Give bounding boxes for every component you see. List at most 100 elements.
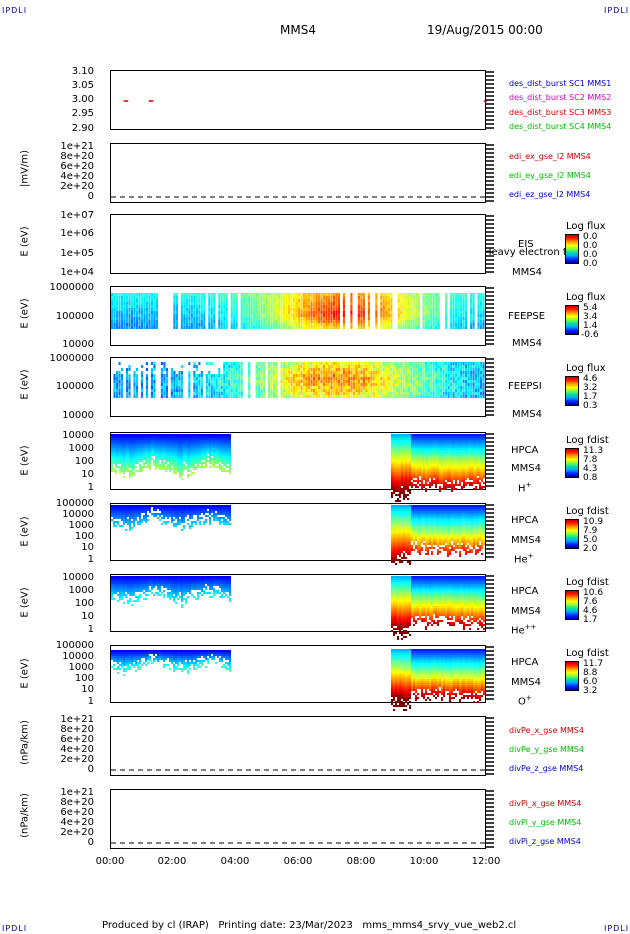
spectrogram-cell bbox=[248, 395, 251, 398]
spectrogram-cell bbox=[460, 311, 463, 314]
spectrogram-cell bbox=[133, 460, 135, 462]
spectrogram-cell bbox=[395, 478, 397, 480]
spectrogram-cell bbox=[400, 365, 403, 368]
spectrogram-cell bbox=[129, 464, 131, 466]
spectrogram-cell bbox=[130, 314, 134, 317]
spectrogram-cell bbox=[420, 374, 423, 377]
spectrogram-cell bbox=[260, 302, 263, 305]
spectrogram-cell bbox=[357, 368, 360, 371]
spectrogram-cell bbox=[455, 317, 458, 320]
spectrogram-cell bbox=[157, 450, 159, 452]
spectrogram-cell bbox=[229, 434, 231, 436]
spectrogram-cell bbox=[223, 395, 226, 398]
spectrogram-cell bbox=[115, 448, 117, 450]
spectrogram-cell bbox=[382, 317, 385, 320]
spectrogram-cell bbox=[430, 377, 433, 380]
spectrogram-cell bbox=[399, 470, 401, 472]
spectrogram-cell bbox=[407, 480, 409, 482]
spectrogram-cell bbox=[395, 450, 397, 452]
spectrogram-cell bbox=[139, 438, 141, 440]
spectrogram-cell bbox=[435, 323, 438, 326]
spectrogram-cell bbox=[208, 293, 211, 296]
spectrogram-cell bbox=[233, 296, 236, 299]
spectrogram-cell bbox=[355, 368, 358, 371]
spectrogram-cell bbox=[433, 458, 435, 460]
spectrogram-cell bbox=[208, 362, 211, 365]
spectrogram-cell bbox=[332, 293, 336, 296]
spectrogram-cell bbox=[410, 377, 413, 380]
spectrogram-cell bbox=[367, 305, 370, 308]
spectrogram-cell bbox=[135, 386, 139, 389]
spectrogram-cell bbox=[133, 395, 136, 398]
spectrogram-cell bbox=[315, 320, 318, 323]
spectrogram-cell bbox=[405, 484, 407, 486]
spectrogram-cell bbox=[250, 302, 253, 305]
spectrogram-cell bbox=[147, 460, 149, 462]
spectrogram-cell bbox=[439, 458, 441, 460]
spectrogram-cell bbox=[191, 448, 193, 450]
spectrogram-cell bbox=[203, 462, 205, 464]
spectrogram-cell bbox=[337, 326, 341, 329]
spectrogram-cell bbox=[295, 371, 298, 374]
spectrogram-cell bbox=[435, 460, 437, 462]
spectrogram-cell bbox=[415, 454, 417, 456]
spectrogram-cell bbox=[248, 299, 251, 302]
spectrogram-cell bbox=[317, 380, 321, 383]
spectrogram-cell bbox=[197, 454, 199, 456]
spectrogram-cell bbox=[322, 311, 326, 314]
spectrogram-cell bbox=[165, 438, 167, 440]
spectrogram-cell bbox=[187, 458, 189, 460]
spectrogram-cell bbox=[453, 460, 455, 462]
spectrogram-cell bbox=[181, 442, 183, 444]
spectrogram-cell bbox=[472, 308, 475, 311]
spectrogram-cell bbox=[372, 386, 375, 389]
spectrogram-cell bbox=[447, 386, 450, 389]
spectrogram-cell bbox=[115, 440, 117, 442]
spectrogram-cell bbox=[472, 314, 475, 317]
spectrogram-cell bbox=[437, 389, 440, 392]
spectrogram-cell bbox=[161, 462, 163, 464]
spectrogram-cell bbox=[445, 374, 448, 377]
spectrogram-cell bbox=[455, 371, 458, 374]
spectrogram-cell bbox=[397, 326, 400, 329]
spectrogram-cell bbox=[173, 311, 176, 314]
legend-edi-ez: edi_ez_gse_l2 MMS4 bbox=[509, 190, 591, 199]
spectrogram-cell bbox=[157, 462, 159, 464]
spectrogram-cell bbox=[350, 365, 353, 368]
eis-plot-area bbox=[111, 215, 487, 275]
spectrogram-cell bbox=[268, 320, 271, 323]
spectrogram-cell bbox=[427, 444, 429, 446]
spectrogram-cell bbox=[447, 462, 449, 464]
spectrogram-cell bbox=[225, 326, 228, 329]
spectrogram-cell bbox=[443, 434, 445, 436]
spectrogram-cell bbox=[305, 305, 308, 308]
spectrogram-cell bbox=[413, 456, 415, 458]
spectrogram-cell bbox=[453, 454, 455, 456]
spectrogram-cell bbox=[397, 490, 399, 492]
spectrogram-cell bbox=[431, 444, 433, 446]
spectrogram-cell bbox=[143, 436, 145, 438]
spectrogram-cell bbox=[322, 323, 326, 326]
spectrogram-cell bbox=[425, 440, 427, 442]
spectrogram-cell bbox=[115, 450, 117, 452]
spectrogram-cell bbox=[243, 296, 246, 299]
spectrogram-cell bbox=[482, 317, 485, 320]
spectrogram-cell bbox=[335, 380, 338, 383]
spectrogram-cell bbox=[415, 389, 418, 392]
spectrogram-cell bbox=[199, 450, 201, 452]
spectrogram-cell bbox=[141, 470, 143, 472]
spectrogram-cell bbox=[445, 302, 448, 305]
spectrogram-cell bbox=[367, 380, 370, 383]
spectrogram-cell bbox=[405, 486, 407, 488]
spectrogram-cell bbox=[185, 296, 188, 299]
spectrogram-cell bbox=[240, 293, 243, 296]
spectrogram-cell bbox=[325, 380, 328, 383]
spectrogram-cell bbox=[421, 448, 423, 450]
spectrogram-cell bbox=[180, 323, 183, 326]
spectrogram-cell bbox=[210, 326, 213, 329]
spectrogram-cell bbox=[403, 466, 405, 468]
spectrogram-cell bbox=[163, 380, 166, 383]
spectrogram-cell bbox=[419, 446, 421, 448]
spectrogram-cell bbox=[288, 374, 291, 377]
spectrogram-cell bbox=[417, 438, 419, 440]
